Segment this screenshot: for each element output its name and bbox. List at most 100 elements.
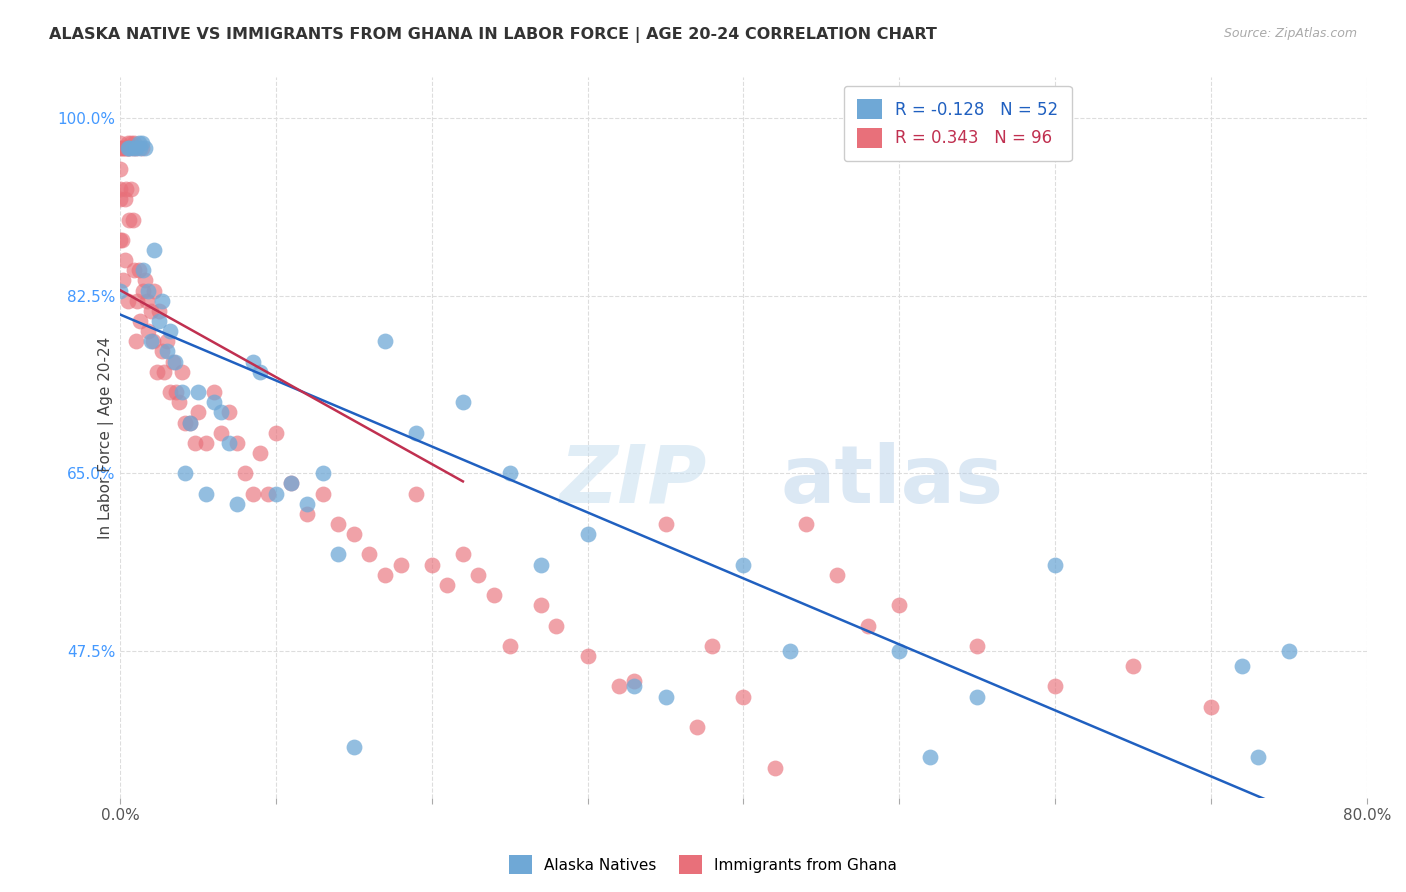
- Point: [311, 467, 333, 481]
- Text: ZIP: ZIP: [558, 442, 706, 520]
- Y-axis label: In Labor Force | Age 20-24: In Labor Force | Age 20-24: [98, 336, 114, 539]
- Point: [374, 567, 396, 582]
- Point: [122, 136, 145, 151]
- Point: [194, 435, 217, 450]
- Point: [623, 680, 645, 694]
- Point: [249, 365, 271, 379]
- Point: [420, 558, 443, 572]
- Point: [174, 467, 197, 481]
- Point: [150, 293, 173, 308]
- Point: [264, 486, 287, 500]
- Point: [451, 548, 474, 562]
- Point: [498, 467, 520, 481]
- Point: [179, 416, 201, 430]
- Point: [733, 558, 755, 572]
- Point: [226, 497, 249, 511]
- Point: [374, 334, 396, 349]
- Point: [143, 243, 166, 257]
- Point: [359, 548, 381, 562]
- Legend: Alaska Natives, Immigrants from Ghana: Alaska Natives, Immigrants from Ghana: [503, 849, 903, 880]
- Point: [148, 314, 170, 328]
- Point: [117, 293, 139, 308]
- Point: [264, 425, 287, 440]
- Point: [482, 588, 505, 602]
- Point: [141, 334, 163, 349]
- Point: [343, 527, 366, 541]
- Point: [607, 680, 630, 694]
- Point: [184, 435, 207, 450]
- Point: [179, 416, 201, 430]
- Point: [108, 136, 131, 151]
- Point: [1122, 659, 1144, 673]
- Point: [142, 334, 165, 349]
- Point: [131, 136, 153, 151]
- Point: [825, 567, 848, 582]
- Point: [966, 639, 988, 653]
- Point: [654, 516, 676, 531]
- Point: [159, 324, 181, 338]
- Point: [685, 720, 707, 734]
- Point: [146, 365, 169, 379]
- Point: [136, 324, 159, 338]
- Point: [702, 639, 724, 653]
- Point: [121, 141, 143, 155]
- Point: [856, 618, 879, 632]
- Point: [121, 212, 143, 227]
- Point: [108, 182, 131, 196]
- Point: [280, 476, 302, 491]
- Point: [202, 395, 225, 409]
- Point: [162, 354, 184, 368]
- Point: [242, 354, 264, 368]
- Point: [131, 141, 153, 155]
- Point: [108, 192, 131, 206]
- Point: [1199, 699, 1222, 714]
- Point: [156, 334, 179, 349]
- Point: [127, 293, 149, 308]
- Point: [118, 212, 141, 227]
- Text: ALASKA NATIVE VS IMMIGRANTS FROM GHANA IN LABOR FORCE | AGE 20-24 CORRELATION CH: ALASKA NATIVE VS IMMIGRANTS FROM GHANA I…: [49, 27, 936, 43]
- Point: [159, 385, 181, 400]
- Point: [163, 354, 186, 368]
- Point: [150, 344, 173, 359]
- Point: [115, 182, 138, 196]
- Point: [530, 598, 553, 612]
- Point: [136, 284, 159, 298]
- Point: [1043, 558, 1066, 572]
- Point: [110, 233, 132, 247]
- Point: [167, 395, 190, 409]
- Point: [128, 263, 150, 277]
- Point: [174, 416, 197, 430]
- Point: [242, 486, 264, 500]
- Point: [1043, 680, 1066, 694]
- Point: [1230, 659, 1253, 673]
- Point: [124, 141, 146, 155]
- Point: [218, 435, 240, 450]
- Point: [498, 639, 520, 653]
- Point: [187, 385, 209, 400]
- Point: [122, 263, 145, 277]
- Point: [108, 141, 131, 155]
- Point: [117, 141, 139, 155]
- Text: Source: ZipAtlas.com: Source: ZipAtlas.com: [1223, 27, 1357, 40]
- Point: [124, 141, 146, 155]
- Point: [889, 644, 911, 658]
- Point: [966, 690, 988, 704]
- Point: [389, 558, 412, 572]
- Point: [115, 141, 138, 155]
- Point: [134, 273, 156, 287]
- Point: [118, 141, 141, 155]
- Point: [576, 648, 599, 663]
- Legend: R = -0.128   N = 52, R = 0.343   N = 96: R = -0.128 N = 52, R = 0.343 N = 96: [844, 86, 1071, 161]
- Point: [295, 507, 318, 521]
- Point: [226, 435, 249, 450]
- Point: [233, 467, 256, 481]
- Point: [779, 644, 801, 658]
- Point: [343, 740, 366, 755]
- Point: [623, 674, 645, 689]
- Point: [172, 385, 194, 400]
- Point: [141, 304, 163, 318]
- Point: [249, 446, 271, 460]
- Point: [920, 750, 942, 764]
- Point: [654, 690, 676, 704]
- Point: [202, 385, 225, 400]
